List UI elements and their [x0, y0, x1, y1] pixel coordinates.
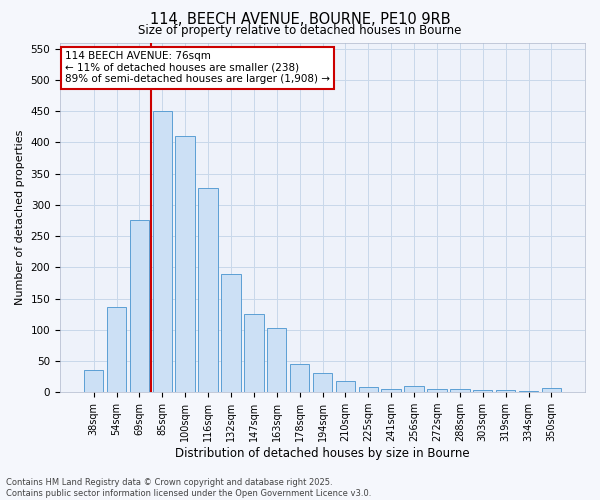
Bar	[130, 220, 149, 392]
Bar	[244, 314, 263, 392]
Bar	[359, 387, 378, 392]
Text: Contains HM Land Registry data © Crown copyright and database right 2025.
Contai: Contains HM Land Registry data © Crown c…	[6, 478, 371, 498]
Bar	[84, 370, 103, 392]
Bar	[519, 391, 538, 392]
Bar	[335, 381, 355, 392]
Bar	[152, 111, 172, 392]
Bar	[107, 306, 126, 392]
Bar	[199, 188, 218, 392]
Text: Size of property relative to detached houses in Bourne: Size of property relative to detached ho…	[139, 24, 461, 37]
Bar	[382, 389, 401, 392]
Text: 114 BEECH AVENUE: 76sqm
← 11% of detached houses are smaller (238)
89% of semi-d: 114 BEECH AVENUE: 76sqm ← 11% of detache…	[65, 51, 330, 84]
Bar	[427, 389, 446, 392]
Bar	[404, 386, 424, 392]
Text: 114, BEECH AVENUE, BOURNE, PE10 9RB: 114, BEECH AVENUE, BOURNE, PE10 9RB	[149, 12, 451, 28]
X-axis label: Distribution of detached houses by size in Bourne: Distribution of detached houses by size …	[175, 447, 470, 460]
Bar	[290, 364, 310, 392]
Bar	[496, 390, 515, 392]
Bar	[313, 374, 332, 392]
Bar	[267, 328, 286, 392]
Bar	[221, 274, 241, 392]
Y-axis label: Number of detached properties: Number of detached properties	[15, 130, 25, 305]
Bar	[542, 388, 561, 392]
Bar	[175, 136, 195, 392]
Bar	[473, 390, 493, 392]
Bar	[450, 389, 470, 392]
